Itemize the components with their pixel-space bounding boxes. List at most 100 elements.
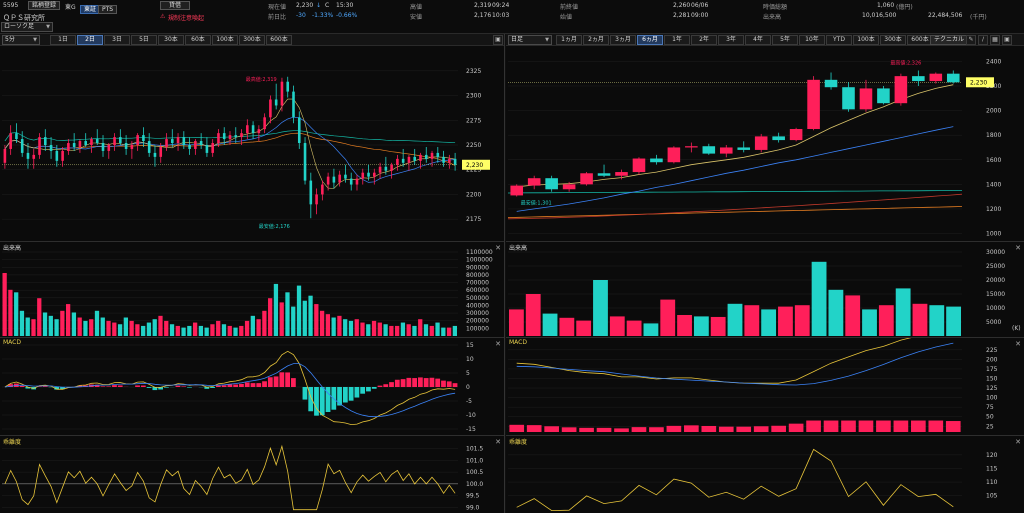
intraday-macd-histogram-bar: [423, 378, 429, 387]
intraday-candle-body: [396, 158, 399, 165]
intraday-candle-body: [205, 145, 209, 153]
close-icon[interactable]: ✕: [495, 438, 501, 446]
layout-icon[interactable]: ▦: [990, 35, 1000, 45]
intraday-volume-bar: [181, 327, 186, 336]
daily-high-marker: 最高値:2,326: [890, 59, 921, 66]
close-icon[interactable]: ✕: [1015, 438, 1021, 446]
close-icon[interactable]: ✕: [1015, 340, 1021, 348]
daily-timeframe-9[interactable]: 10年: [799, 35, 825, 45]
intraday-volume-bar: [141, 325, 146, 336]
intraday-macd-tick-label: 0: [466, 384, 470, 391]
daily-timeframe-4[interactable]: 1年: [664, 35, 690, 45]
draw-pencil-icon[interactable]: ✎: [966, 35, 976, 45]
intraday-candle-body: [349, 178, 353, 185]
intraday-price-tick-label: 2250: [466, 142, 481, 149]
intraday-timeframe-4[interactable]: 30本: [158, 35, 184, 45]
screenshot-icon[interactable]: ▣: [493, 35, 503, 45]
intraday-signal-line: [4, 363, 456, 418]
daily-ratio-tick-label: 110: [986, 479, 998, 486]
daily-timeframe-3[interactable]: 6ヵ月: [637, 35, 663, 45]
intraday-candle-body: [20, 139, 24, 153]
intraday-candle-body: [78, 141, 82, 147]
exchange-tse-button[interactable]: 東証: [80, 5, 101, 14]
daily-ratio-tick-label: 120: [986, 452, 998, 459]
intraday-volume-bar: [175, 325, 180, 336]
daily-candle-body: [789, 129, 803, 141]
pts-button[interactable]: PTS: [98, 5, 118, 14]
screenshot-icon[interactable]: ▣: [1002, 35, 1012, 45]
intraday-timeframe-8[interactable]: 600本: [266, 35, 292, 45]
high-price: 2,319: [474, 2, 492, 9]
intraday-toolbar: 5分 ▼ 1日 2日 3日 5日 30本 60本 100本 300本 600本 ▣: [0, 34, 504, 46]
daily-chart-type-select[interactable]: 日足 ▼: [508, 35, 552, 45]
intraday-candlestick-chart: 2325 2300 2275 2250 2225 2200 2175 2,230 最高値:2,3…: [2, 68, 490, 230]
intraday-volume-bar: [377, 322, 382, 336]
open-label: 始値: [560, 14, 573, 21]
chart-type-select[interactable]: ローソク足 ▼: [1, 22, 53, 32]
daily-macd-tick-label: 125: [986, 385, 998, 392]
daily-price-tag-bg: [966, 77, 994, 88]
intraday-timeframe-2[interactable]: 3日: [104, 35, 130, 45]
daily-volume-bar: [710, 316, 726, 336]
technical-button[interactable]: テクニカル: [930, 35, 969, 45]
intraday-timeframe-7[interactable]: 300本: [239, 35, 265, 45]
daily-candle-body: [946, 73, 960, 83]
close-icon[interactable]: ✕: [495, 244, 501, 252]
volume-label: 出来高: [763, 14, 782, 21]
daily-timeframe-5[interactable]: 2年: [691, 35, 717, 45]
intraday-macd-histogram-bar: [60, 387, 65, 390]
daily-volume-tick-label: 25000: [986, 263, 1005, 270]
intraday-candle-body: [49, 145, 53, 151]
intraday-macd-histogram-bar: [233, 384, 239, 387]
quote-header: 5595 銘柄登録 東G ＱＰＳ研究所 東証 PTS 貸借 ⚠ 規制注意喚起 現…: [0, 0, 1024, 34]
daily-timeframe-11[interactable]: 100本: [853, 35, 879, 45]
daily-signal-line: [516, 342, 954, 386]
daily-volume-panel-title: 出来高: [509, 245, 528, 252]
intraday-timeframe-6[interactable]: 100本: [212, 35, 238, 45]
intraday-macd-histogram-bar: [435, 378, 441, 387]
intraday-macd-histogram-bar: [152, 387, 158, 391]
register-watchlist-button[interactable]: 銘柄登録: [28, 1, 61, 10]
intraday-timeframe-5[interactable]: 60本: [185, 35, 211, 45]
close-icon[interactable]: ✕: [495, 340, 501, 348]
intraday-timeframe-1[interactable]: 2日: [77, 35, 103, 45]
intraday-ratio-tick-label: 101.5: [466, 446, 483, 453]
close-icon[interactable]: ✕: [1015, 244, 1021, 252]
interval-select[interactable]: 5分 ▼: [2, 35, 40, 45]
daily-toolbar: 日足 ▼ 1ヵ月 2ヵ月 3ヵ月 6ヵ月 1年 2年 3年 4年 5年 10年 YTD 100本 300…: [506, 34, 1024, 46]
intraday-macd-histogram-bar: [187, 387, 192, 388]
daily-timeframe-10[interactable]: YTD: [826, 35, 852, 45]
daily-timeframe-12[interactable]: 300本: [880, 35, 906, 45]
daily-volume-bar: [693, 316, 709, 336]
intraday-timeframe-3[interactable]: 5日: [131, 35, 157, 45]
intraday-timeframe-0[interactable]: 1日: [50, 35, 76, 45]
daily-macd-histogram-bar: [945, 421, 961, 432]
daily-timeframe-6[interactable]: 3年: [718, 35, 744, 45]
intraday-macd-histogram-bar: [210, 387, 215, 388]
daily-timeframe-1[interactable]: 2ヵ月: [583, 35, 609, 45]
line-tool-icon[interactable]: ∕: [978, 35, 988, 45]
daily-candle-body: [685, 146, 698, 148]
intraday-macd-histogram-bar: [412, 378, 417, 387]
intraday-volume-tick-label: 300000: [466, 310, 489, 317]
intraday-candle-body: [401, 158, 405, 163]
stock-code: 5595: [3, 2, 19, 9]
daily-timeframe-8[interactable]: 5年: [772, 35, 798, 45]
intraday-macd-histogram-bar: [371, 387, 377, 389]
daily-timeframe-7[interactable]: 4年: [745, 35, 771, 45]
daily-macd-histogram-bar: [701, 425, 717, 432]
intraday-macd-histogram-bar: [181, 386, 187, 387]
daily-volume-bar: [576, 320, 592, 336]
intraday-candle-body: [84, 141, 87, 145]
intraday-candle-body: [407, 156, 411, 163]
daily-timeframe-0[interactable]: 1ヵ月: [556, 35, 582, 45]
macd-panel-title: MACD: [3, 339, 21, 346]
daily-timeframe-2[interactable]: 3ヵ月: [610, 35, 636, 45]
chevron-down-icon: ▼: [46, 24, 50, 30]
intraday-volume-bar: [152, 319, 157, 336]
intraday-candle-body: [55, 150, 59, 161]
daily-candle-body: [894, 76, 908, 104]
intraday-volume-bar: [279, 302, 284, 336]
intraday-macd-histogram-bar: [383, 384, 389, 387]
intraday-volume-bar: [37, 298, 42, 336]
